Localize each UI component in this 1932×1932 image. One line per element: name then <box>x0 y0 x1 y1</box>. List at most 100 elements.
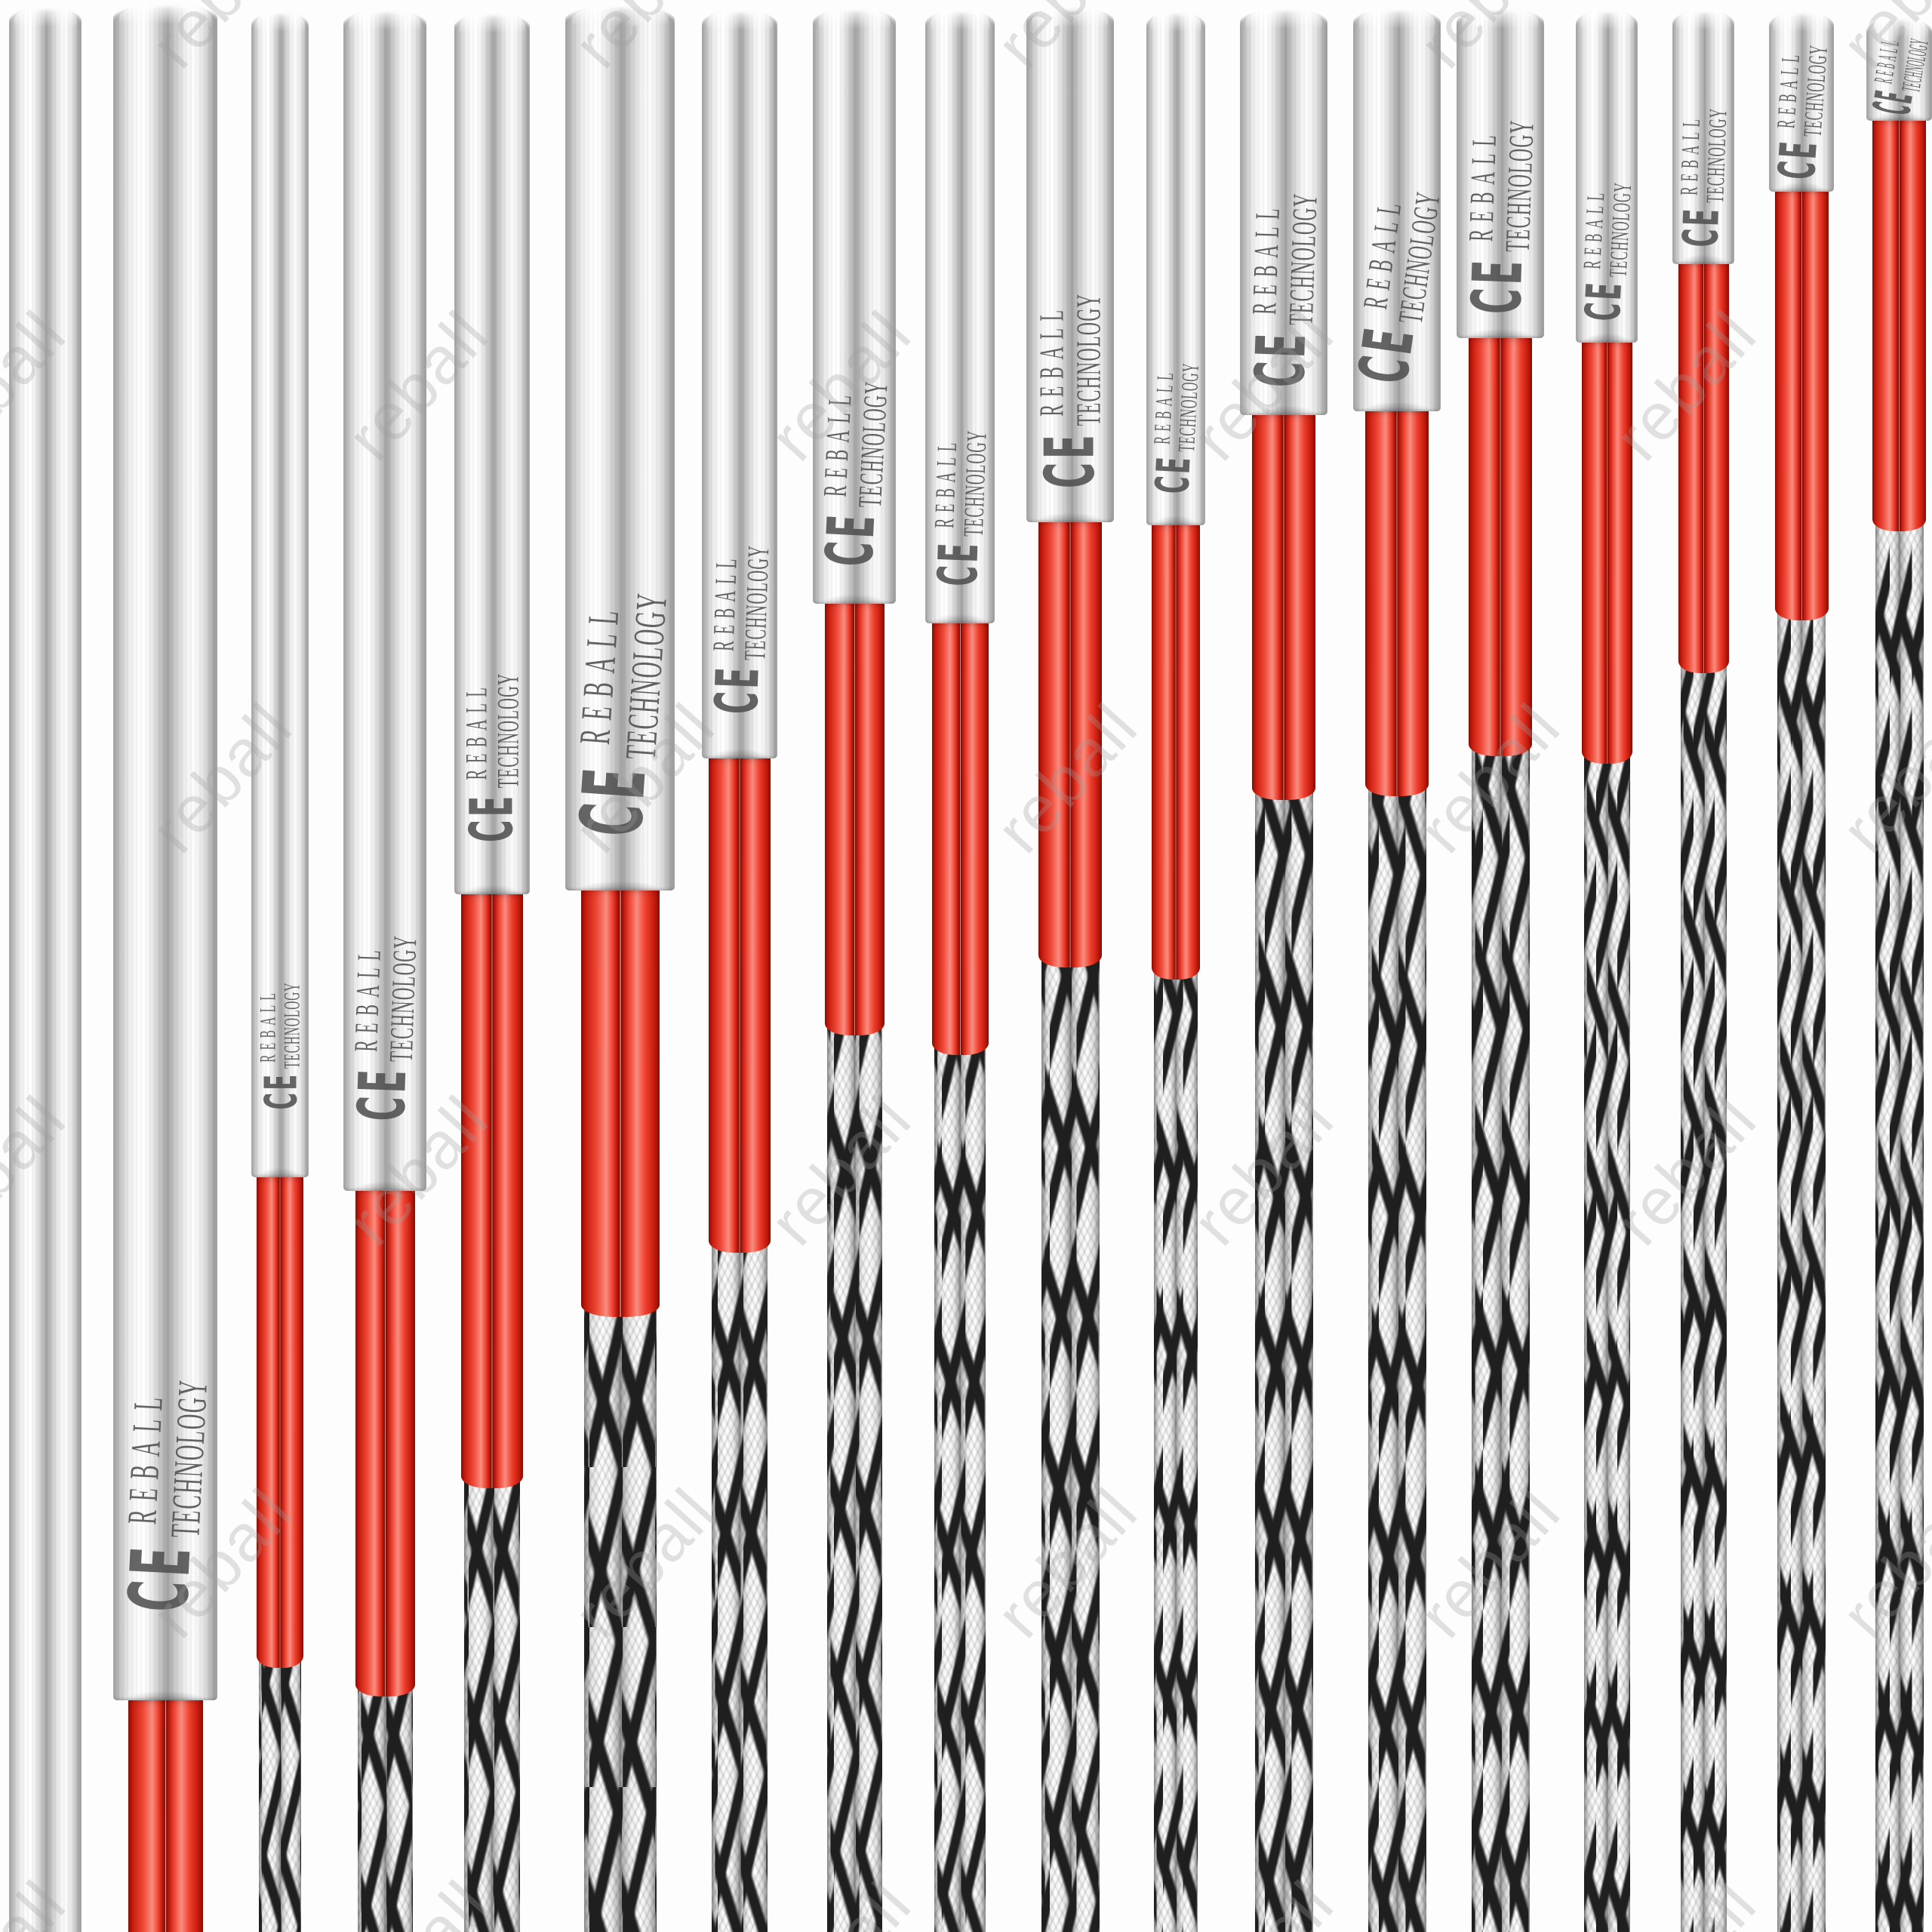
braided-lead-wires <box>1368 784 1426 1932</box>
metal-tube: CE REBALL TECHNOLOGY <box>1672 11 1734 264</box>
heater-rod-12: CE REBALL TECHNOLOGY <box>1240 0 1327 1932</box>
brand-name-text: REBALL TECHNOLOGY <box>347 934 424 1063</box>
brand-name-line2: TECHNOLOGY <box>382 935 424 1063</box>
red-lead-wires <box>1469 332 1532 756</box>
heater-rod-4: CE REBALL TECHNOLOGY <box>343 0 426 1932</box>
brand-name-line2: TECHNOLOGY <box>1173 362 1204 454</box>
brand-label: CE REBALL TECHNOLOGY <box>251 979 309 1114</box>
heater-rod-17: CE REBALL TECHNOLOGY <box>1767 0 1834 1932</box>
ce-mark: CE <box>458 792 527 843</box>
heater-rod-18: CE REBALL TECHNOLOGY <box>1862 0 1932 1932</box>
red-lead-wires <box>1872 115 1926 531</box>
braided-lead-wires <box>1681 661 1727 1932</box>
ce-mark: CE <box>1862 85 1925 119</box>
braided-lead-wires <box>1472 744 1530 1932</box>
brand-label: CE REBALL TECHNOLOGY <box>812 376 896 571</box>
red-lead-wires <box>128 1694 203 1932</box>
brand-name-text: REBALL TECHNOLOGY <box>1355 184 1447 326</box>
heater-rod-1 <box>9 0 82 1932</box>
ce-mark: CE <box>254 1072 306 1109</box>
brand-name-line2: TECHNOLOGY <box>1604 181 1638 278</box>
ce-mark: CE <box>1145 454 1201 496</box>
brand-label: CE REBALL TECHNOLOGY <box>454 669 530 846</box>
red-lead-wires <box>709 752 771 1253</box>
red-lead-wires <box>1252 409 1315 800</box>
metal-tube: CE REBALL TECHNOLOGY <box>112 5 217 1700</box>
brand-name-text: REBALL TECHNOLOGY <box>118 1376 216 1539</box>
ce-mark: CE <box>1767 137 1829 182</box>
brand-name-line1: REBALL <box>1148 367 1179 445</box>
ce-mark: CE <box>925 539 991 588</box>
red-lead-wires <box>355 1185 415 1697</box>
metal-tube: CE REBALL TECHNOLOGY <box>925 11 995 623</box>
brand-name-line1: REBALL <box>347 943 389 1053</box>
brand-label: CE REBALL TECHNOLOGY <box>343 931 426 1126</box>
brand-label: CE REBALL TECHNOLOGY <box>561 585 676 842</box>
metal-tube: CE REBALL TECHNOLOGY <box>1344 9 1447 411</box>
braided-lead-wires <box>358 1684 413 1932</box>
brand-name-line2: TECHNOLOGY <box>958 429 993 537</box>
brand-name-text: REBALL TECHNOLOGY <box>1579 180 1638 278</box>
metal-tube <box>9 8 82 1932</box>
metal-tube: CE REBALL TECHNOLOGY <box>454 14 530 894</box>
red-lead-wires <box>257 1171 303 1668</box>
brand-name-line2: TECHNOLOGY <box>1390 189 1447 326</box>
brand-label: CE REBALL TECHNOLOGY <box>702 540 777 718</box>
ce-mark: CE <box>561 760 666 839</box>
brand-name-line1: REBALL <box>928 436 964 529</box>
brand-name-line1: REBALL <box>816 387 860 498</box>
ce-mark: CE <box>1240 328 1322 389</box>
brand-name-text: REBALL TECHNOLOGY <box>1244 191 1324 326</box>
red-lead-wires <box>1775 186 1829 620</box>
metal-tube: CE REBALL TECHNOLOGY <box>1457 9 1544 338</box>
ce-mark: CE <box>1457 256 1539 316</box>
brand-label: CE REBALL TECHNOLOGY <box>1344 183 1447 389</box>
heater-rod-3: CE REBALL TECHNOLOGY <box>251 0 309 1932</box>
braided-lead-wires <box>712 1241 768 1932</box>
brand-name-line2: TECHNOLOGY <box>737 544 776 661</box>
brand-name-line2: TECHNOLOGY <box>279 982 305 1069</box>
brand-label: CE REBALL TECHNOLOGY <box>1026 288 1114 494</box>
brand-name-line1: REBALL <box>1675 113 1706 196</box>
ce-mark: CE <box>343 1065 422 1123</box>
metal-tube: CE REBALL TECHNOLOGY <box>1767 12 1834 192</box>
brand-name-text: REBALL TECHNOLOGY <box>928 429 993 537</box>
brand-name-line2: TECHNOLOGY <box>491 672 525 789</box>
heater-rod-2: CE REBALL TECHNOLOGY <box>112 0 217 1932</box>
brand-name-line2: TECHNOLOGY <box>1798 44 1833 138</box>
brand-name-text: REBALL TECHNOLOGY <box>706 543 776 661</box>
ce-mark: CE <box>1673 205 1730 248</box>
brand-label: CE REBALL TECHNOLOGY <box>1672 105 1734 251</box>
brand-name-text: REBALL TECHNOLOGY <box>256 982 305 1069</box>
brand-label: CE REBALL TECHNOLOGY <box>925 426 995 589</box>
brand-name-line1: REBALL <box>1032 303 1071 417</box>
braided-lead-wires <box>1255 788 1313 1932</box>
braided-lead-wires <box>1875 519 1924 1932</box>
heater-rod-15: CE REBALL TECHNOLOGY <box>1576 0 1638 1932</box>
brand-name-line1: REBALL <box>1869 35 1906 86</box>
brand-name-line2: TECHNOLOGY <box>1497 119 1541 254</box>
metal-tube: CE REBALL TECHNOLOGY <box>812 9 896 604</box>
brand-name-line2: TECHNOLOGY <box>1281 192 1324 326</box>
ce-mark: CE <box>1030 431 1110 489</box>
red-lead-wires <box>1152 519 1200 980</box>
brand-name-line2: TECHNOLOGY <box>851 380 895 509</box>
red-lead-wires <box>1678 258 1729 673</box>
brand-name-line1: REBALL <box>459 681 494 780</box>
heater-rod-13: CE REBALL TECHNOLOGY <box>1344 0 1447 1932</box>
braided-lead-wires <box>584 1305 657 1932</box>
braided-lead-wires <box>1584 752 1630 1932</box>
ce-mark: CE <box>703 663 773 715</box>
brand-name-line1: REBALL <box>1772 48 1806 130</box>
braided-lead-wires <box>1154 968 1198 1932</box>
heater-rod-7: CE REBALL TECHNOLOGY <box>702 0 777 1932</box>
braided-lead-wires <box>464 1476 520 1932</box>
brand-label: CE REBALL TECHNOLOGY <box>1240 187 1327 393</box>
metal-tube: CE REBALL TECHNOLOGY <box>1576 11 1638 343</box>
red-lead-wires <box>825 598 884 1035</box>
brand-name-text: REBALL TECHNOLOGY <box>1772 42 1833 138</box>
heater-rod-6: CE REBALL TECHNOLOGY <box>561 0 676 1932</box>
red-lead-wires <box>1038 516 1102 968</box>
brand-name-line2: TECHNOLOGY <box>1895 36 1932 94</box>
